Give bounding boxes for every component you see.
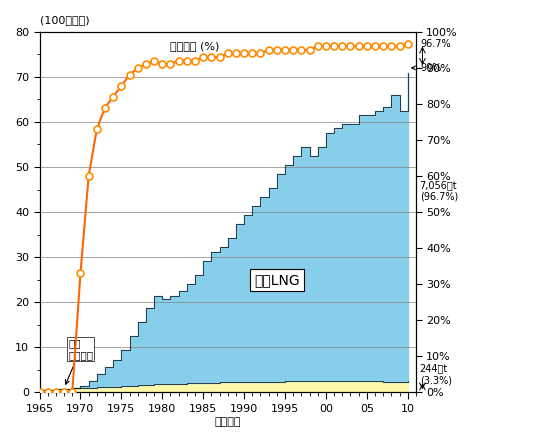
Text: 7,056万t
(96.7%): 7,056万t (96.7%) xyxy=(419,180,458,201)
Text: 輸入比率 (%): 輸入比率 (%) xyxy=(170,41,219,51)
Text: 国産
天然ガス: 国産 天然ガス xyxy=(65,338,93,384)
Text: 96.7%: 96.7% xyxy=(420,39,451,49)
Text: 90%: 90% xyxy=(412,63,441,73)
Text: (100万トン): (100万トン) xyxy=(40,15,89,25)
Text: 244万t
(3.3%): 244万t (3.3%) xyxy=(419,364,452,385)
Text: 輸入LNG: 輸入LNG xyxy=(254,273,300,287)
X-axis label: （年度）: （年度） xyxy=(214,417,241,427)
